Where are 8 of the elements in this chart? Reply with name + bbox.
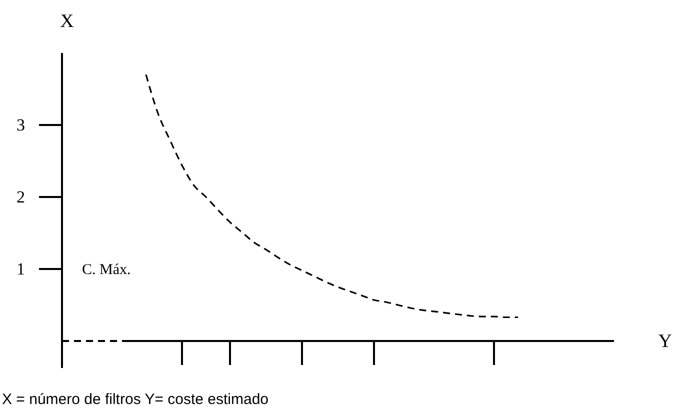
y-tick-label: 2 <box>16 187 25 206</box>
x-axis-title: Y <box>658 331 672 352</box>
text: X = número de filtros Y= coste estimado <box>2 391 269 408</box>
y-tick-label: 1 <box>16 259 25 278</box>
y-tick-label: 3 <box>16 115 25 134</box>
annotation: C. Máx. <box>82 262 131 278</box>
line-series <box>145 74 519 318</box>
y-axis-title: X <box>60 11 74 32</box>
